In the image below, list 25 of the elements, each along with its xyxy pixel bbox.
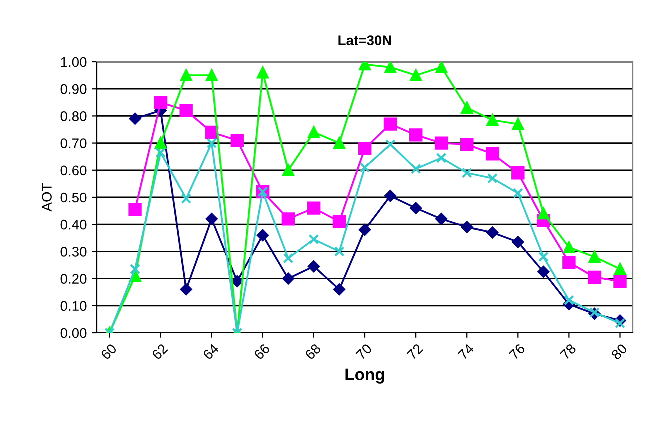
- y-tick-label: 1.00: [61, 57, 87, 68]
- y-tick-label: 0.70: [60, 138, 87, 148]
- y-tick-label: 0.00: [60, 328, 87, 338]
- x-tick-label: 80: [610, 343, 628, 360]
- x-tick-label: 78: [560, 343, 577, 360]
- y-tick-label: 0.60: [60, 166, 87, 176]
- y-tick-label: 0.80: [60, 112, 87, 122]
- x-tick-label: 62: [152, 343, 168, 360]
- x-tick-label: 70: [356, 343, 373, 360]
- y-tick-label: 0.20: [60, 274, 87, 284]
- x-axis-title: Long: [346, 368, 384, 384]
- x-tick-label: 76: [508, 343, 526, 360]
- x-tick-label: 60: [100, 343, 118, 360]
- y-tick-label: 0.30: [60, 247, 87, 257]
- x-tick-label: 68: [304, 343, 322, 360]
- y-tick-label: 0.40: [60, 220, 87, 230]
- y-tick-label: 0.10: [60, 301, 87, 312]
- x-tick-label: 64: [202, 343, 220, 360]
- y-tick-label: 0.50: [60, 192, 87, 203]
- x-tick-label: 72: [406, 343, 424, 360]
- y-axis-title: AOT: [42, 184, 52, 212]
- x-tick-label: 74: [458, 343, 475, 360]
- chart-title: Lat=30N: [338, 36, 392, 46]
- x-tick-label: 66: [254, 343, 271, 360]
- y-tick-label: 0.90: [60, 84, 87, 94]
